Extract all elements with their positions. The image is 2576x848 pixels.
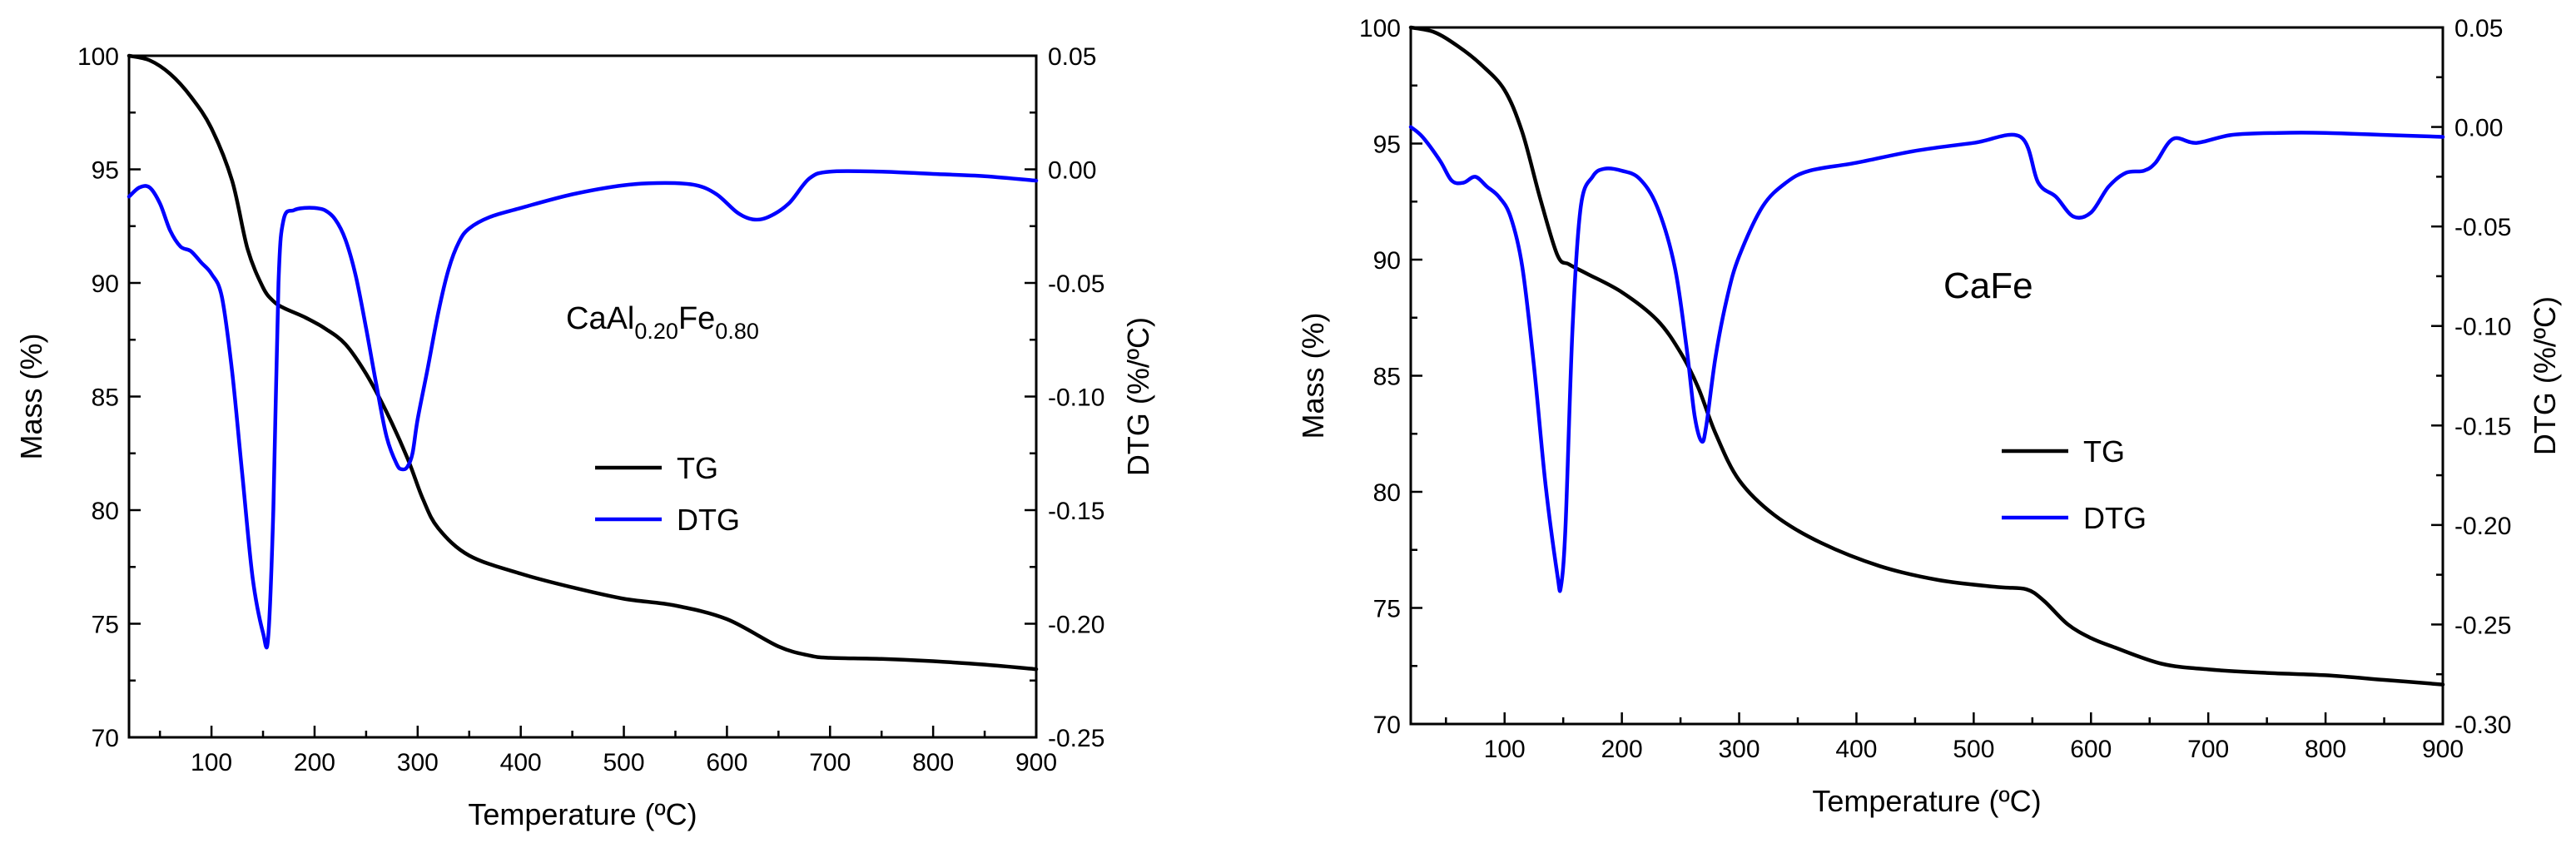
x-tick-label: 300 bbox=[1719, 736, 1760, 763]
x-tick-label: 700 bbox=[2187, 736, 2229, 763]
y-left-tick-label: 95 bbox=[1373, 131, 1401, 159]
x-tick-label: 900 bbox=[1015, 749, 1057, 776]
y-left-tick-label: 70 bbox=[1373, 712, 1401, 739]
y-left-tick-label: 95 bbox=[92, 157, 119, 185]
y-right-tick-label: -0.25 bbox=[2454, 612, 2511, 639]
y-left-tick-label: 85 bbox=[1373, 364, 1401, 391]
x-tick-label: 200 bbox=[294, 749, 335, 776]
x-tick-label: 700 bbox=[809, 749, 851, 776]
legend-label-dtg: DTG bbox=[677, 503, 740, 537]
x-tick-label: 500 bbox=[1953, 736, 1994, 763]
sample-annotation: CaFe bbox=[1943, 265, 2033, 306]
y-right-tick-label: -0.05 bbox=[2454, 214, 2511, 241]
chart-caal: 100 200 300 400 500 600 700 800 900 70 75 80 85 90 95 1… bbox=[14, 43, 1155, 831]
series-line-tg bbox=[1408, 25, 2445, 687]
y-left-tick-label: 100 bbox=[1359, 15, 1401, 42]
series-line-dtg bbox=[1408, 125, 2445, 593]
x-tick-label: 200 bbox=[1601, 736, 1643, 763]
x-tick-label: 800 bbox=[912, 749, 954, 776]
legend-label-tg: TG bbox=[677, 451, 718, 485]
y-right-tick-label: 0.00 bbox=[1048, 157, 1096, 185]
y-right-tick-label: -0.05 bbox=[1048, 270, 1104, 298]
x-axis-title: Temperature (ºC) bbox=[468, 797, 697, 831]
x-tick-label: 400 bbox=[500, 749, 542, 776]
y-left-tick-label: 90 bbox=[1373, 247, 1401, 275]
y-right-tick-label: -0.30 bbox=[2454, 712, 2511, 739]
x-axis-title: Temperature (ºC) bbox=[1812, 784, 2041, 818]
y-right-tick-label: 0.05 bbox=[1048, 43, 1096, 71]
x-tick-label: 100 bbox=[1484, 736, 1526, 763]
y-right-axis-title: DTG (%/ºC) bbox=[1121, 317, 1155, 476]
y-left-tick-label: 100 bbox=[77, 43, 119, 71]
y-right-axis-title: DTG (%/ºC) bbox=[2528, 296, 2562, 455]
y-left-tick-label: 70 bbox=[92, 725, 119, 752]
y-left-tick-label: 90 bbox=[92, 270, 119, 298]
y-right-tick-label: 0.00 bbox=[2454, 115, 2503, 142]
chart-cafe: 100 200 300 400 500 600 700 800 900 70 75 80 85 90 95 1… bbox=[1296, 15, 2562, 818]
y-left-tick-label: 75 bbox=[1373, 596, 1401, 623]
y-left-tick-label: 80 bbox=[1373, 479, 1401, 507]
y-left-tick-label: 75 bbox=[92, 612, 119, 639]
y-right-tick-label: -0.15 bbox=[1048, 498, 1104, 525]
series-line-tg bbox=[127, 53, 1039, 672]
x-tick-label: 600 bbox=[706, 749, 747, 776]
y-left-axis-title: Mass (%) bbox=[14, 334, 48, 460]
y-right-tick-label: -0.25 bbox=[1048, 725, 1104, 752]
x-tick-label: 100 bbox=[191, 749, 232, 776]
y-left-tick-label: 85 bbox=[92, 384, 119, 412]
legend-label-dtg: DTG bbox=[2083, 501, 2147, 535]
x-tick-label: 300 bbox=[397, 749, 439, 776]
x-tick-label: 400 bbox=[1835, 736, 1877, 763]
y-left-tick-label: 80 bbox=[92, 498, 119, 525]
y-left-axis-title: Mass (%) bbox=[1296, 313, 1330, 439]
x-tick-label: 500 bbox=[603, 749, 645, 776]
x-tick-label: 800 bbox=[2305, 736, 2346, 763]
y-right-tick-label: -0.20 bbox=[1048, 612, 1104, 639]
legend-label-tg: TG bbox=[2083, 434, 2125, 469]
y-right-tick-label: -0.10 bbox=[2454, 314, 2511, 341]
sample-annotation: CaAl0.20Fe0.80 bbox=[566, 301, 759, 344]
x-tick-label: 900 bbox=[2422, 736, 2464, 763]
y-right-tick-label: -0.10 bbox=[1048, 384, 1104, 412]
y-right-tick-label: 0.05 bbox=[2454, 15, 2503, 42]
y-right-tick-label: -0.15 bbox=[2454, 413, 2511, 440]
series-line-dtg bbox=[127, 169, 1039, 650]
y-right-tick-label: -0.20 bbox=[2454, 513, 2511, 540]
x-tick-label: 600 bbox=[2070, 736, 2112, 763]
